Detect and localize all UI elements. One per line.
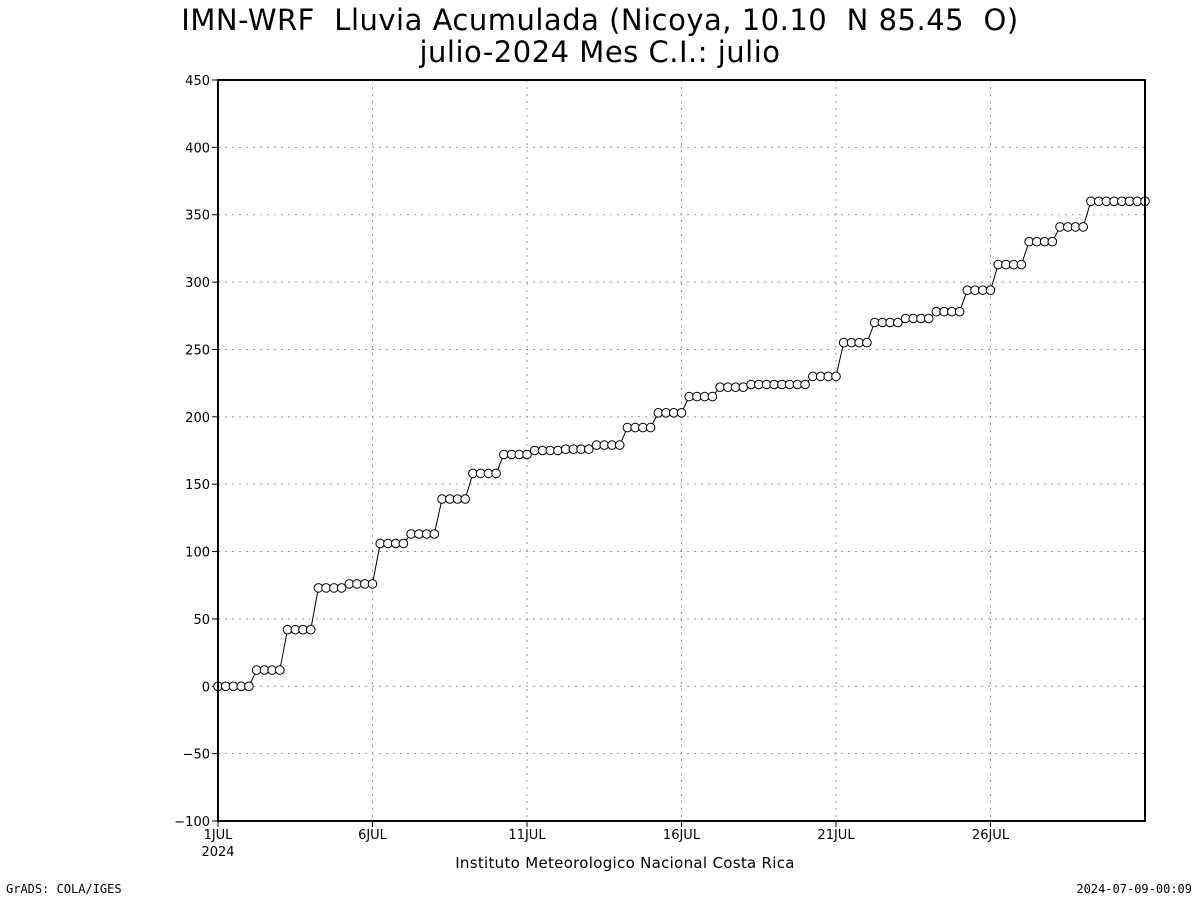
data-point — [336, 583, 347, 593]
timestamp-label: 2024-07-09-00:09 — [1076, 882, 1192, 896]
data-point — [429, 529, 440, 539]
data-point — [645, 422, 656, 433]
y-tick-label: −100 — [174, 815, 210, 830]
data-point — [305, 624, 316, 635]
data-point — [831, 371, 841, 382]
x-tick-label: 16JUL — [663, 828, 701, 843]
y-tick-label: 300 — [185, 276, 210, 291]
series-rain — [213, 196, 1150, 692]
data-point — [367, 579, 378, 589]
y-tick-label: 200 — [185, 411, 210, 426]
x-tick-label: 6JUL — [358, 828, 388, 843]
chart-title-line2: julio-2024 Mes C.I.: julio — [419, 35, 781, 69]
grads-credit: GrADS: COLA/IGES — [6, 882, 122, 896]
data-point — [275, 665, 285, 675]
data-point — [1078, 222, 1088, 232]
y-tick-label: 250 — [185, 343, 210, 358]
y-tick-label: 350 — [185, 209, 210, 224]
data-point — [862, 337, 872, 348]
y-tick-label: 450 — [185, 74, 210, 89]
data-point — [553, 445, 563, 456]
data-point — [954, 306, 965, 317]
y-tick-label: 100 — [185, 546, 210, 561]
x-tick-label: 21JUL — [817, 828, 855, 843]
data-point — [614, 440, 625, 450]
y-tick-label: 0 — [202, 680, 210, 695]
data-point — [676, 408, 687, 418]
grid — [218, 80, 1145, 821]
x-tick-label: 26JUL — [972, 828, 1010, 843]
y-tick-label: −50 — [183, 748, 210, 763]
data-point — [460, 494, 471, 504]
data-point — [800, 379, 810, 390]
data-point — [491, 468, 501, 479]
institution-label: Instituto Meteorologico Nacional Costa R… — [455, 854, 795, 872]
x-tick-sublabel: 2024 — [201, 845, 234, 860]
x-tick-label: 1JUL — [204, 828, 234, 843]
x-tick-label: 11JUL — [508, 828, 546, 843]
data-point — [398, 538, 409, 549]
data-point — [1047, 236, 1058, 247]
y-tick-label: 150 — [185, 478, 210, 493]
data-point — [707, 391, 718, 402]
data-point — [985, 285, 996, 296]
data-point — [923, 313, 934, 324]
data-point — [244, 681, 254, 692]
y-tick-label: 50 — [193, 613, 210, 628]
data-point — [1016, 259, 1027, 270]
data-point — [893, 317, 903, 328]
y-tick-label: 400 — [185, 141, 210, 156]
axis-ticks: −100 −50 0 50 100 150 200 250 300 350 400 450 1JUL 20… — [174, 74, 1010, 860]
chart-title-line1: IMN-WRF Lluvia Acumulada (Nicoya, 10.10 … — [181, 3, 1019, 37]
data-point — [584, 444, 594, 455]
plot-frame — [217, 79, 1146, 822]
data-point — [522, 449, 532, 460]
